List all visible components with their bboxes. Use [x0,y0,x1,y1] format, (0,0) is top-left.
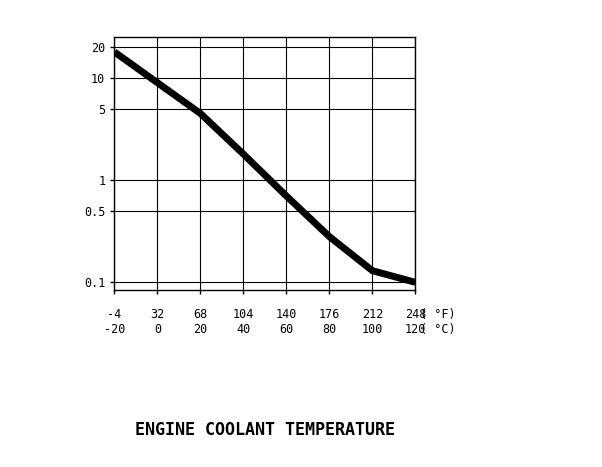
Text: 80: 80 [322,323,337,336]
Text: 176: 176 [318,308,340,321]
Text: 20: 20 [193,323,208,336]
Text: 140: 140 [276,308,297,321]
Text: ( °F): ( °F) [420,308,455,321]
Text: 104: 104 [233,308,254,321]
Text: 212: 212 [362,308,383,321]
Text: 32: 32 [150,308,164,321]
Text: 0: 0 [154,323,161,336]
Text: 68: 68 [193,308,208,321]
Text: 248: 248 [405,308,426,321]
Text: ( °C): ( °C) [420,323,455,336]
Text: 100: 100 [362,323,383,336]
Text: 40: 40 [236,323,250,336]
Text: ENGINE COOLANT TEMPERATURE: ENGINE COOLANT TEMPERATURE [135,421,395,439]
Text: -4: -4 [107,308,122,321]
Text: 60: 60 [279,323,294,336]
Text: 120: 120 [405,323,426,336]
Text: -20: -20 [104,323,125,336]
